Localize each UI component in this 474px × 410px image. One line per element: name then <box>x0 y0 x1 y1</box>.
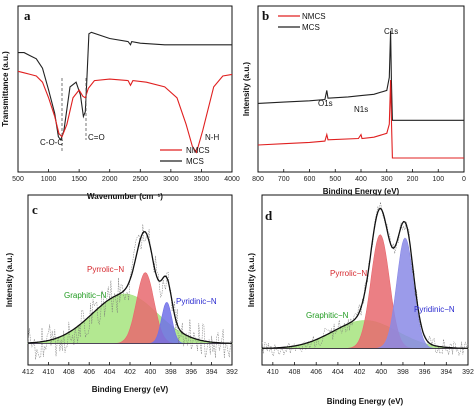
panel-b-tick-label: 300 <box>381 176 393 183</box>
panel-a-tick-label: 500 <box>12 176 24 183</box>
panel-c-ylabel: Intensity (a.u.) <box>5 253 14 308</box>
panel-b-tick-label: 100 <box>432 176 444 183</box>
peak-annotation-co: C=O <box>88 133 105 142</box>
component-label-graphitic-d: Graphitic−N <box>306 311 349 320</box>
panel-c-raw-data <box>27 224 233 360</box>
panel-d-tick-label: 400 <box>375 369 387 376</box>
legend-label-nmcs-b: NMCS <box>302 12 326 21</box>
series-line-nmcs <box>17 70 233 154</box>
panel-d-tick-label: 402 <box>354 369 366 376</box>
panel-b-tick-label: 200 <box>407 176 419 183</box>
panel-a-letter: a <box>24 8 31 23</box>
panel-c-tick-label: 406 <box>83 369 95 376</box>
panel-a: a 500 1000 1500 2000 2500 3000 3500 4000 Transm… <box>1 5 240 201</box>
panel-a-tick-label: 2500 <box>132 176 148 183</box>
panel-a-xticks: 500 1000 1500 2000 2500 3000 3500 4000 <box>12 169 240 183</box>
component-label-pyridinic-c: Pyridinic−N <box>176 297 217 306</box>
panel-d-ylabel: Intensity (a.u.) <box>247 253 256 308</box>
panel-a-tick-label: 4000 <box>224 176 240 183</box>
panel-c-tick-label: 404 <box>104 369 116 376</box>
panel-d-tick-label: 398 <box>397 369 409 376</box>
panel-b-tick-label: 0 <box>462 176 466 183</box>
panel-a-tick-label: 2000 <box>102 176 118 183</box>
panel-c-tick-label: 400 <box>145 369 157 376</box>
peak-annotation-nh: N-H <box>205 133 219 142</box>
panel-b-tick-label: 700 <box>278 176 290 183</box>
panel-a-tick-label: 1000 <box>41 176 57 183</box>
panel-a-tick-label: 1500 <box>71 176 87 183</box>
panel-b-letter: b <box>262 8 269 23</box>
panel-b-frame <box>257 5 465 173</box>
panel-c-tick-label: 410 <box>43 369 55 376</box>
legend-label-mcs: MCS <box>186 157 204 166</box>
panel-c-tick-label: 398 <box>165 369 177 376</box>
panel-c-tick-label: 402 <box>124 369 136 376</box>
component-label-pyrrolic-c: Pyrrolic−N <box>87 265 124 274</box>
panel-b-tick-label: 800 <box>252 176 264 183</box>
component-label-pyridinic-d: Pyridinic−N <box>414 305 455 314</box>
panel-d-tick-label: 406 <box>310 369 322 376</box>
legend-label-nmcs: NMCS <box>186 146 210 155</box>
panel-c-tick-label: 412 <box>22 369 34 376</box>
peak-annotation-o1s: O1s <box>318 99 333 108</box>
panel-a-tick-label: 3000 <box>163 176 179 183</box>
panel-d-xlabel: Binding Energy (eV) <box>327 397 404 406</box>
panel-d: d 410 408 406 404 402 400 398 396 394 392 Intensi… <box>247 194 474 406</box>
panel-a-xlabel: Wavenumber (cm⁻¹) <box>87 192 163 201</box>
panel-b-series <box>257 30 464 159</box>
legend-label-mcs-b: MCS <box>302 23 320 32</box>
panel-c-xlabel: Binding Energy (eV) <box>92 385 169 394</box>
panel-b-ylabel: Intensity (a.u.) <box>242 62 251 117</box>
panel-a-series <box>17 31 233 154</box>
panel-c-xticks: 412 410 408 406 404 402 400 398 396 394 392 <box>22 362 238 376</box>
peak-annotation-n1s: N1s <box>354 105 368 114</box>
series-line-nmcs <box>257 79 464 159</box>
panel-d-tick-label: 394 <box>440 369 452 376</box>
panel-c: c 412 410 408 406 404 402 400 398 396 394 392 Inte… <box>5 194 238 394</box>
panel-b-tick-label: 500 <box>329 176 341 183</box>
panel-d-tick-label: 404 <box>332 369 344 376</box>
panel-a-tick-label: 3500 <box>194 176 210 183</box>
panel-c-components <box>27 224 233 360</box>
series-line-mcs <box>257 30 464 121</box>
panel-b-tick-label: 400 <box>355 176 367 183</box>
panel-a-frame <box>17 5 233 173</box>
panel-c-tick-label: 392 <box>226 369 238 376</box>
panel-d-letter: d <box>265 208 273 223</box>
panel-c-tick-label: 396 <box>185 369 197 376</box>
panel-d-tick-label: 410 <box>267 369 279 376</box>
panel-d-xticks: 410 408 406 404 402 400 398 396 394 392 <box>267 362 474 376</box>
panel-d-components <box>261 202 469 357</box>
panel-a-ylabel: Transmittance (a.u.) <box>1 51 10 127</box>
panel-b-xticks: 800 700 600 500 400 300 200 100 0 <box>252 169 466 183</box>
peak-annotation-c1s: C1s <box>384 27 398 36</box>
panel-d-tick-label: 392 <box>462 369 474 376</box>
panel-c-tick-label: 408 <box>63 369 75 376</box>
panel-c-fit-envelope <box>27 231 232 344</box>
panel-d-tick-label: 396 <box>419 369 431 376</box>
panel-d-frame <box>261 194 469 366</box>
panel-b-tick-label: 600 <box>304 176 316 183</box>
peak-annotation-coc: C-O-C <box>40 138 63 147</box>
panel-c-tick-label: 394 <box>206 369 218 376</box>
component-label-graphitic-c: Graphitic−N <box>64 291 107 300</box>
panel-c-letter: c <box>32 202 38 217</box>
panel-d-tick-label: 408 <box>289 369 301 376</box>
component-label-pyrrolic-d: Pyrrolic−N <box>330 269 367 278</box>
panel-d-fit-envelope <box>262 207 468 349</box>
series-line-mcs <box>18 31 232 142</box>
panel-b-xlabel: Binding Energy (eV) <box>323 187 400 196</box>
panel-b: b 800 700 600 500 400 300 200 100 0 Intensity (a… <box>242 5 466 196</box>
